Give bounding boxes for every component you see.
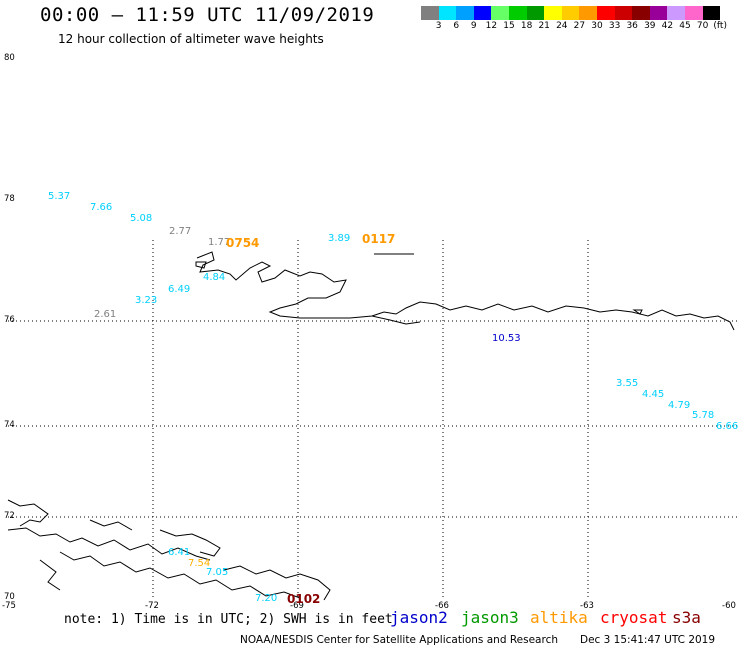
colorbar-swatch [614,6,633,20]
colorbar-swatch [491,6,509,20]
credit-line: NOAA/NESDIS Center for Satellite Applica… [240,634,558,646]
baffin-coast-3 [59,551,301,599]
colorbar-swatch [702,6,721,20]
colorbar-label: 70 [696,21,709,31]
wave-height-label: 6.49 [168,284,191,295]
wave-height-label: 7.20 [255,593,278,604]
map-grid [8,240,740,600]
coast-island-1 [195,261,207,269]
colorbar-swatch [508,6,527,20]
colorbar-swatch [579,6,597,20]
baffin-coast-5 [223,565,331,601]
wave-height-label: 6.66 [716,421,739,432]
wave-height-label: 5.08 [130,213,153,224]
colorbar-label: (ft) [713,21,727,31]
wave-height-label: 4.79 [668,400,691,411]
baffin-coast-2 [7,527,211,561]
colorbar-swatch [649,6,668,20]
colorbar-swatch [526,6,545,20]
baffin-coast-6 [159,529,221,557]
footer-note: note: 1) Time is in UTC; 2) SWH is in fe… [64,612,393,627]
wave-height-label: 4.84 [203,272,226,283]
wave-height-label: 1.77 [208,237,231,248]
credit-date: Dec 3 15:41:47 UTC 2019 [580,634,716,646]
wave-height-label: 4.45 [642,389,665,400]
colorbar-label: 36 [626,21,638,31]
lon-label-60: -60 [722,601,736,611]
wave-height-label: 10.53 [492,333,521,344]
colorbar-label: 3 [435,21,442,31]
coast-island-3 [632,309,643,315]
wave-height-label: 2.77 [169,226,192,237]
colorbar-label: 18 [520,21,533,31]
colorbar-swatch [667,6,685,20]
lat-label-76: 76 [4,315,15,325]
colorbar-swatch [456,6,474,20]
colorbar-label: 45 [679,21,691,31]
lat-label-80: 80 [4,53,15,63]
page-title: 00:00 – 11:59 UTC 11/09/2019 [40,4,375,26]
colorbar-swatch [438,6,457,20]
satellite-legend-jason2: jason2 [390,608,448,627]
colorbar-label: 27 [573,21,586,31]
wave-height-label: 7.54 [188,558,211,569]
colorbar-label: 15 [503,21,515,31]
wave-height-label: 5.37 [48,191,71,202]
colorbar-label: 9 [470,21,477,31]
satellite-legend-jason3: jason3 [461,608,519,627]
coastline [7,251,735,601]
colorbar-swatch [421,6,439,20]
pass-time-label: 0754 [226,236,260,250]
greenland-coast [196,251,735,331]
colorbar-swatch [632,6,650,20]
colorbar-swatch [473,6,492,20]
lon-label-75: -75 [2,601,16,611]
wave-height-label: 7.05 [206,567,229,578]
lon-label-72: -72 [145,601,159,611]
wave-height-label: 7.66 [90,202,113,213]
colorbar [421,6,721,20]
colorbar-label: 33 [608,21,621,31]
pass-time-label: 0102 [287,592,321,606]
baffin-coast-7 [89,519,133,531]
satellite-legend-cryosat: cryosat [600,608,668,627]
lon-label-66: -66 [435,601,449,611]
lat-label-74: 74 [4,420,15,430]
lon-label-63: -63 [580,601,594,611]
wave-height-label: 6.41 [168,547,191,558]
baffin-coast-1 [7,499,49,527]
colorbar-label: 30 [591,21,603,31]
colorbar-label: 42 [661,21,674,31]
colorbar-swatch [596,6,615,20]
lat-label-72: 72 [4,511,15,521]
colorbar-swatch [544,6,562,20]
colorbar-label: 21 [538,21,550,31]
wave-height-label: 3.89 [328,233,351,244]
colorbar-swatch [561,6,580,20]
colorbar-label: 39 [644,21,656,31]
satellite-legend-altika: altika [530,608,588,627]
baffin-coast-4 [39,559,61,591]
wave-height-label: 3.55 [616,378,639,389]
lat-label-70: 70 [4,592,15,602]
pass-time-label: 0117 [362,232,396,246]
wave-height-label: 3.23 [135,295,158,306]
greenland-coast-inlet [371,315,421,325]
lon-label-69: -69 [290,601,304,611]
colorbar-label: 6 [453,21,460,31]
lat-label-78: 78 [4,194,15,204]
wave-height-label: 2.61 [94,309,117,320]
colorbar-swatch [684,6,703,20]
satellite-legend-s3a: s3a [672,608,701,627]
wave-height-label: 5.78 [692,410,715,421]
page-subtitle: 12 hour collection of altimeter wave hei… [58,32,324,46]
colorbar-label: 24 [556,21,568,31]
colorbar-label: 12 [485,21,498,31]
